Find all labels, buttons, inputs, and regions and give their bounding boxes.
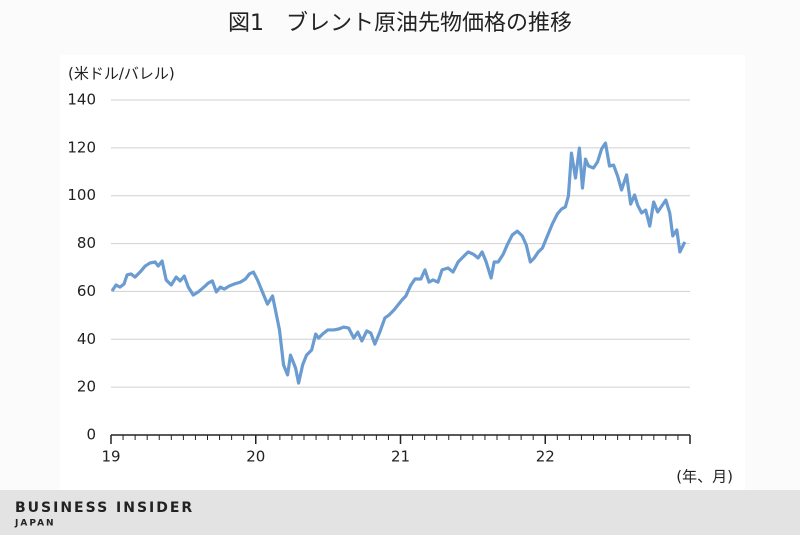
x-tick-label: 22 <box>536 448 555 466</box>
y-axis-label: (米ドル/バレル) <box>68 65 175 83</box>
x-tick-label: 20 <box>246 448 265 466</box>
y-tick-label: 60 <box>77 282 96 300</box>
footer-brand: BUSINESS INSIDER <box>15 500 194 516</box>
x-tick-label: 19 <box>101 448 120 466</box>
series-line <box>110 141 687 385</box>
y-tick-label: 80 <box>77 234 96 252</box>
x-tick-label: 21 <box>391 448 410 466</box>
chart-title: 図1 ブレント原油先物価格の推移 <box>228 11 572 36</box>
y-tick-label: 140 <box>67 91 96 109</box>
y-tick-label: 120 <box>67 138 96 156</box>
y-tick-label: 40 <box>77 330 96 348</box>
y-tick-label: 20 <box>77 378 96 396</box>
y-tick-label: 100 <box>67 186 96 204</box>
plot-panel <box>60 55 745 490</box>
y-tick-label: 0 <box>86 426 96 444</box>
x-axis-label: (年、月) <box>676 468 733 486</box>
footer-region: JAPAN <box>14 519 56 529</box>
footer <box>0 490 800 535</box>
